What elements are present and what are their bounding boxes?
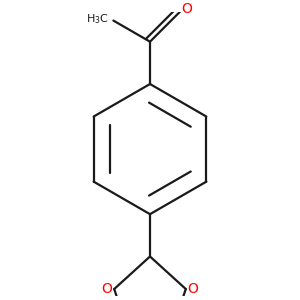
Text: O: O	[102, 282, 112, 296]
Text: O: O	[182, 2, 193, 16]
Text: O: O	[188, 282, 198, 296]
Text: H$_3$C: H$_3$C	[85, 12, 109, 26]
